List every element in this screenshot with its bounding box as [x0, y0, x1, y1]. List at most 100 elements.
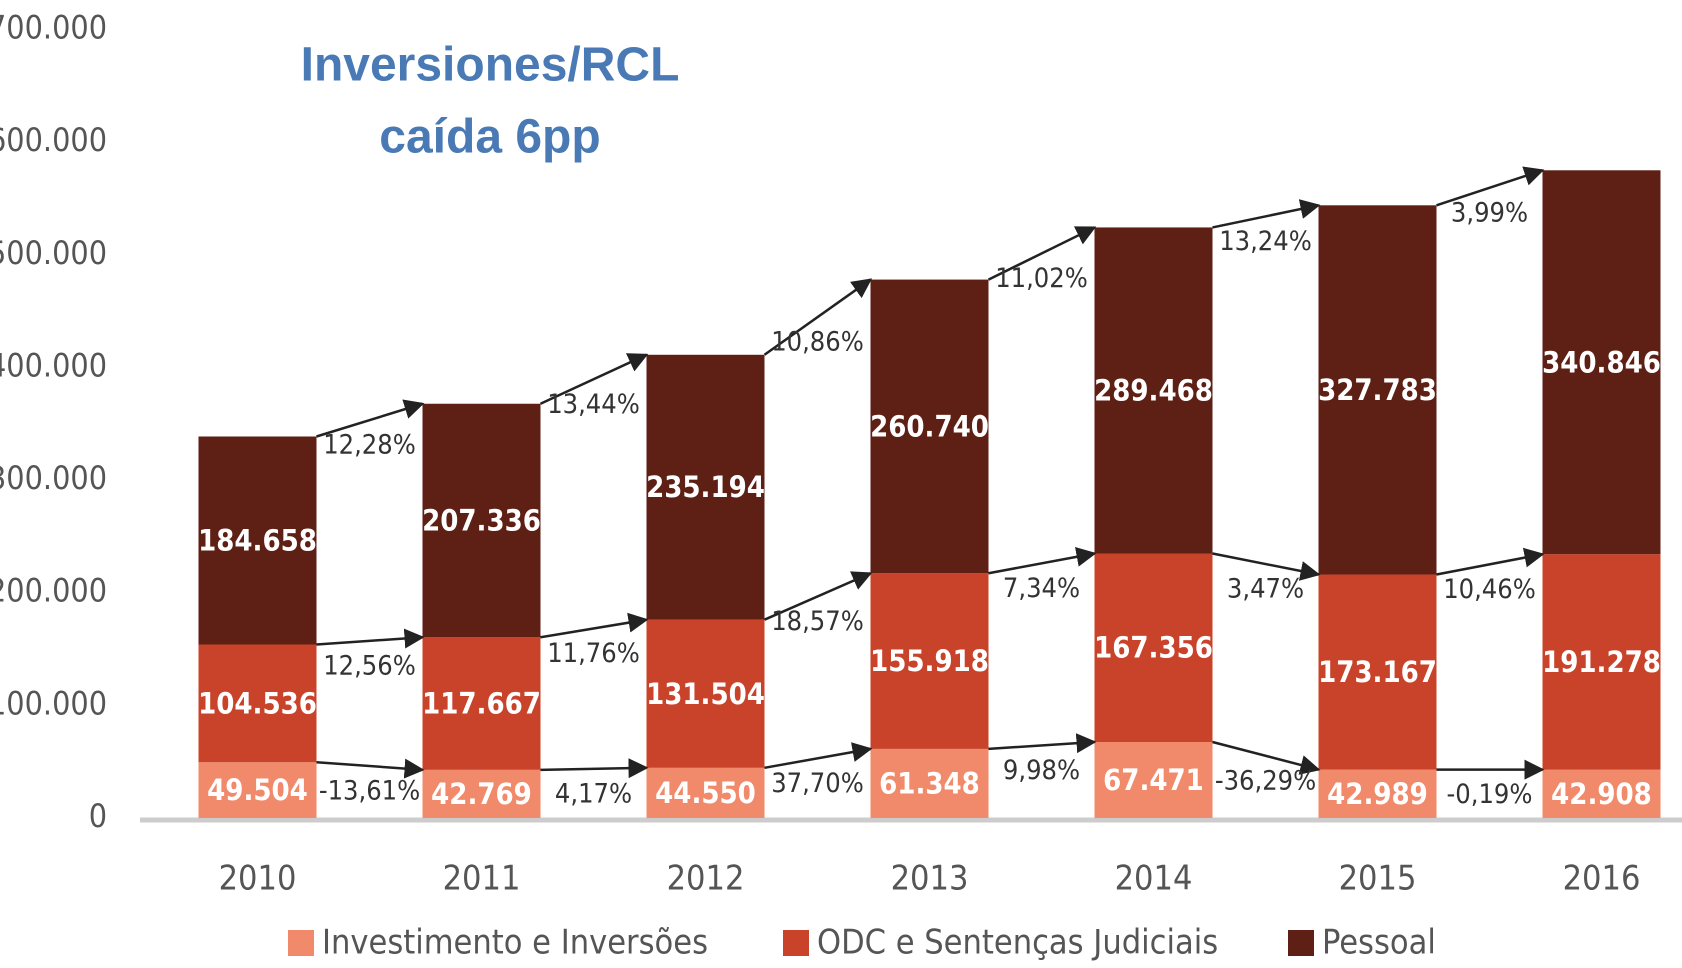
bar-segment: [1094, 227, 1213, 554]
y-tick-label: 500.000: [0, 234, 107, 272]
bar-segment: [422, 637, 541, 770]
change-arrow: [540, 612, 649, 639]
y-tick-label: 700.000: [0, 9, 107, 47]
change-arrow: [1212, 552, 1321, 581]
x-tick-label: 2015: [1339, 859, 1417, 899]
change-arrow: [1212, 740, 1321, 775]
data-label: 207.336: [422, 504, 541, 538]
change-arrow: [764, 742, 873, 770]
data-label: 155.918: [870, 644, 989, 678]
chart-title: Inversiones/RCL: [301, 39, 680, 92]
change-label: -36,29%: [1215, 765, 1316, 796]
bar-segment: [1542, 554, 1661, 770]
bar-segment: [870, 573, 989, 749]
change-arrow: [316, 399, 425, 438]
bar-segment: [1318, 205, 1437, 575]
data-label: 340.846: [1542, 345, 1661, 379]
change-label: 10,46%: [1443, 574, 1536, 605]
x-tick-label: 2010: [219, 859, 297, 899]
change-label: 10,86%: [771, 327, 864, 358]
legend-label: ODC e Sentenças Judiciais: [817, 923, 1218, 963]
change-label: 7,34%: [1003, 573, 1080, 604]
change-label: -13,61%: [319, 776, 420, 807]
bar-segment: [646, 354, 765, 620]
data-label: 327.783: [1318, 373, 1437, 407]
change-arrow: [316, 758, 425, 779]
legend-label: Pessoal: [1322, 923, 1436, 963]
data-label: 42.769: [431, 777, 532, 811]
legend-label: Investimento e Inversões: [322, 923, 708, 963]
data-label: 289.468: [1094, 373, 1213, 407]
data-label: 42.908: [1551, 777, 1652, 811]
chart-subtitle: caída 6pp: [379, 111, 600, 164]
y-tick-label: 100.000: [0, 684, 107, 722]
change-arrow: [1212, 199, 1321, 229]
change-arrow: [987, 226, 1097, 281]
change-arrow: [763, 571, 873, 621]
change-arrow: [1436, 547, 1545, 576]
legend-swatch: [783, 930, 809, 956]
data-label: 235.194: [646, 470, 765, 504]
data-label: 44.550: [655, 776, 756, 810]
x-tick-label: 2011: [443, 859, 521, 899]
change-arrow: [539, 353, 649, 405]
change-label: 9,98%: [1003, 755, 1080, 786]
change-label: -0,19%: [1447, 779, 1533, 810]
change-label: 11,76%: [547, 638, 640, 669]
bar-segment: [870, 279, 989, 574]
data-label: 191.278: [1542, 645, 1661, 679]
change-arrow: [1436, 166, 1545, 207]
bar-segment: [646, 767, 765, 818]
change-label: 37,70%: [771, 768, 864, 799]
bar-segment: [646, 619, 765, 768]
bar-segment: [1542, 769, 1661, 818]
change-label: 3,47%: [1227, 574, 1304, 605]
x-tick-label: 2014: [1115, 859, 1193, 899]
bar-segment: [198, 436, 317, 645]
bar-segment: [1542, 170, 1661, 555]
change-label: 13,24%: [1219, 226, 1312, 257]
change-label: 4,17%: [555, 778, 632, 809]
change-arrow: [763, 278, 873, 356]
data-label: 42.989: [1327, 777, 1428, 811]
data-label: 61.348: [879, 766, 980, 800]
y-tick-label: 200.000: [0, 572, 107, 610]
data-label: 67.471: [1103, 763, 1204, 797]
data-label: 260.740: [870, 409, 989, 443]
change-arrow: [540, 758, 649, 779]
bar-segment: [870, 748, 989, 818]
bar-segment: [198, 762, 317, 818]
change-label: 12,56%: [323, 650, 416, 681]
x-tick-label: 2012: [667, 859, 745, 899]
change-label: 13,44%: [547, 389, 640, 420]
change-arrow: [988, 546, 1097, 575]
data-label: 167.356: [1094, 631, 1213, 665]
y-tick-label: 0: [89, 797, 107, 835]
legend-swatch: [288, 930, 314, 956]
data-label: 173.167: [1318, 655, 1437, 689]
bar-segment: [1318, 769, 1437, 818]
data-label: 49.504: [207, 773, 308, 807]
change-arrow: [988, 733, 1097, 754]
data-label: 184.658: [198, 523, 317, 557]
change-label: 11,02%: [995, 263, 1088, 294]
data-label: 117.667: [422, 687, 541, 721]
change-arrow: [316, 628, 425, 649]
change-label: 3,99%: [1451, 197, 1528, 228]
bar-segment: [1094, 553, 1213, 743]
change-label: 18,57%: [771, 606, 864, 637]
bar-segment: [1318, 574, 1437, 770]
y-tick-label: 600.000: [0, 121, 107, 159]
data-label: 104.536: [198, 686, 317, 720]
bar-segment: [1094, 742, 1213, 818]
x-tick-label: 2016: [1563, 859, 1641, 899]
change-label: 12,28%: [323, 430, 416, 461]
y-tick-label: 400.000: [0, 346, 107, 384]
x-tick-label: 2013: [891, 859, 969, 899]
legend-swatch: [1288, 930, 1314, 956]
y-tick-label: 300.000: [0, 459, 107, 497]
bar-segment: [422, 403, 541, 638]
data-label: 131.504: [646, 677, 765, 711]
bar-segment: [422, 769, 541, 818]
